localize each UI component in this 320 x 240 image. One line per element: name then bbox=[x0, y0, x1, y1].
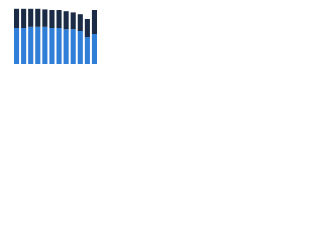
bar-segment bbox=[77, 14, 83, 31]
bar-segment bbox=[91, 34, 98, 64]
bar-segment bbox=[28, 26, 34, 64]
bar-segment bbox=[42, 9, 48, 27]
bar-segment bbox=[21, 28, 27, 64]
bar-segment bbox=[77, 31, 83, 64]
bar-segment bbox=[21, 8, 27, 29]
bar-segment bbox=[56, 10, 62, 28]
bar-segment bbox=[13, 8, 20, 29]
bar-segment bbox=[42, 26, 48, 64]
bar-segment bbox=[84, 37, 90, 64]
bar-segment bbox=[70, 12, 76, 30]
bar-segment bbox=[63, 29, 69, 64]
bar-segment bbox=[49, 28, 55, 64]
bar-segment bbox=[35, 26, 41, 64]
bar-segment bbox=[28, 8, 34, 27]
bar-segment bbox=[35, 8, 41, 27]
bar-segment bbox=[91, 10, 98, 34]
bar-segment bbox=[49, 10, 55, 28]
bar-segment bbox=[70, 29, 76, 64]
bar-segment bbox=[56, 28, 62, 64]
bar-segment bbox=[63, 11, 69, 30]
bar-segment bbox=[84, 19, 90, 37]
bar-segment bbox=[13, 28, 20, 64]
chart bbox=[13, 8, 98, 64]
